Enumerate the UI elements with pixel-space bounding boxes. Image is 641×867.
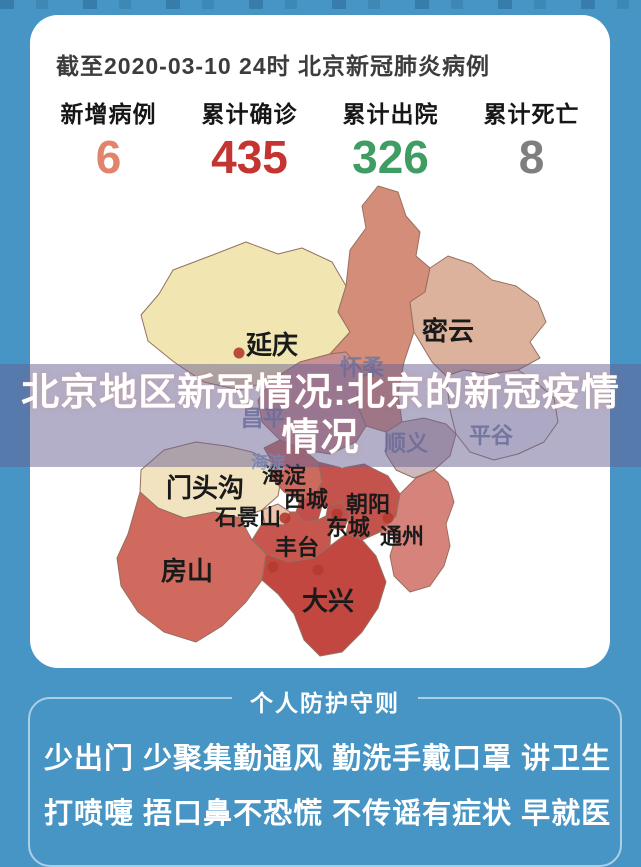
map-markers xyxy=(233,347,394,576)
city-marker-dot xyxy=(267,561,279,573)
stat-label: 累计出院 xyxy=(342,101,439,127)
district-label: 密云 xyxy=(422,316,474,346)
stat-total-confirmed: 累计确诊 435 xyxy=(202,95,298,181)
protection-rule: 不恐慌 不传谣 xyxy=(233,798,423,830)
district-daxing xyxy=(261,533,387,657)
district-label: 门头沟 xyxy=(166,473,244,503)
city-marker-dot xyxy=(331,508,343,520)
district-label: 通州 xyxy=(380,524,424,549)
protection-row: 少出门 少聚集 勤通风 勤洗手 戴口罩 讲卫生 xyxy=(44,735,610,777)
protection-rule: 戴口罩 讲卫生 xyxy=(422,743,612,775)
protection-rules-panel: 个人防护守则 少出门 少聚集 勤通风 勤洗手 戴口罩 讲卫生 打喷嚏 捂口鼻 不… xyxy=(28,684,622,867)
stat-new-cases: 新增病例 6 xyxy=(61,95,157,181)
protection-rule: 有症状 早就医 xyxy=(422,798,612,830)
stat-value: 8 xyxy=(518,131,545,183)
district-tongzhou xyxy=(379,469,455,593)
headline-line-2: 情况 xyxy=(281,416,360,459)
city-marker-dot xyxy=(382,512,394,524)
stat-label: 累计死亡 xyxy=(483,101,580,127)
protection-rule: 少出门 少聚集 xyxy=(44,743,234,775)
district-fangshan xyxy=(116,491,267,643)
district-label: 丰台 xyxy=(275,535,319,560)
top-texture-strip xyxy=(0,0,641,9)
district-label: 延庆 xyxy=(245,330,298,360)
district-label: 东城 xyxy=(326,515,370,540)
district-label: 西城 xyxy=(284,487,328,512)
stat-label: 累计确诊 xyxy=(201,101,298,127)
stat-total-deaths: 累计死亡 8 xyxy=(484,95,580,181)
stats-row: 新增病例 6 累计确诊 435 累计出院 326 累计死亡 8 xyxy=(38,95,602,181)
city-marker-dot xyxy=(279,512,291,524)
stat-value: 326 xyxy=(352,131,429,183)
stat-total-discharged: 累计出院 326 xyxy=(343,95,439,181)
stat-value: 435 xyxy=(211,131,288,183)
city-marker-dot xyxy=(312,564,324,576)
headline-line-1: 北京地区新冠情况:北京的新冠疫情 xyxy=(21,371,620,414)
protection-rule: 勤通风 勤洗手 xyxy=(233,743,423,775)
protection-rule: 打喷嚏 捂口鼻 xyxy=(44,798,234,830)
stat-value: 6 xyxy=(95,131,122,183)
headline-banner: 北京地区新冠情况:北京的新冠疫情 情况 xyxy=(0,364,641,467)
stat-label: 新增病例 xyxy=(60,101,157,127)
district-label: 石景山 xyxy=(214,505,281,530)
report-date-title: 截至2020-03-10 24时 北京新冠肺炎病例 xyxy=(56,53,491,79)
district-label: 房山 xyxy=(161,556,213,586)
district-label: 海淀 xyxy=(262,463,307,488)
protection-row: 打喷嚏 捂口鼻 不恐慌 不传谣 有症状 早就医 xyxy=(44,790,610,832)
district-label: 大兴 xyxy=(302,586,354,616)
district-label: 朝阳 xyxy=(346,492,390,517)
protection-rules-title: 个人防护守则 xyxy=(232,684,418,718)
city-marker-dot xyxy=(233,347,245,359)
